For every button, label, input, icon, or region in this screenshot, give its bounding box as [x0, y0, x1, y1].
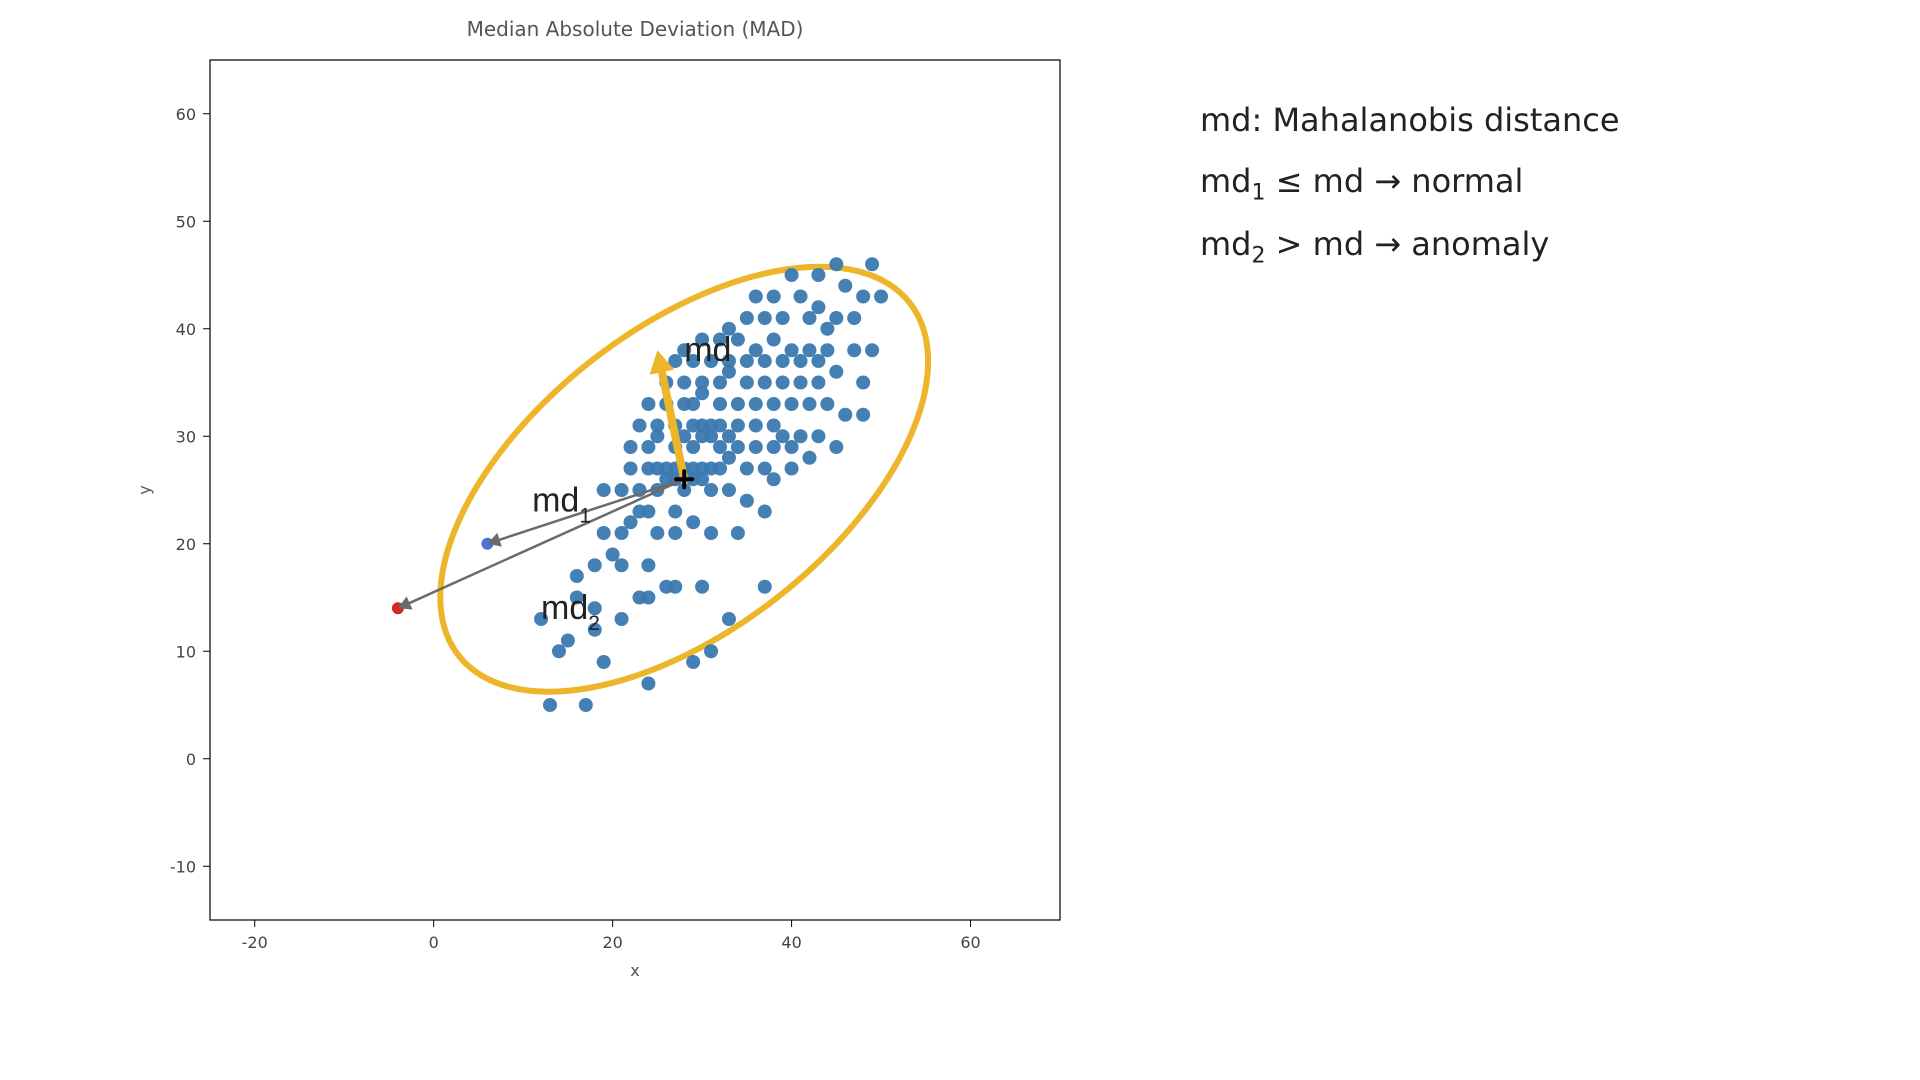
chart-svg: -20 0 20 40 60 -10 0 10 20 30 40 50 60 x y Median Absol…	[110, 0, 1130, 1010]
y-tick-label: 30	[176, 427, 196, 446]
mad-scatter-chart: -20 0 20 40 60 -10 0 10 20 30 40 50 60 x y Median Absol…	[110, 0, 1130, 1014]
legend-line-1: md: Mahalanobis distance	[1200, 90, 1620, 151]
x-tick-label: 60	[960, 933, 980, 952]
chart-title: Median Absolute Deviation (MAD)	[467, 17, 804, 41]
x-tick-label: 40	[781, 933, 801, 952]
y-tick-label: -10	[170, 857, 196, 876]
y-tick-label: 10	[176, 642, 196, 661]
y-tick-label: 60	[176, 105, 196, 124]
x-axis-label: x	[630, 961, 639, 980]
x-tick-label: 20	[602, 933, 622, 952]
legend-block: md: Mahalanobis distance md1 ≤ md → norm…	[1200, 90, 1620, 277]
y-tick-label: 20	[176, 535, 196, 554]
annotation-md: md	[684, 331, 731, 369]
y-tick-label: 0	[186, 750, 196, 769]
x-tick-label: -20	[242, 933, 268, 952]
x-tick-label: 0	[429, 933, 439, 952]
y-tick-label: 50	[176, 212, 196, 231]
legend-line-2: md1 ≤ md → normal	[1200, 151, 1620, 214]
y-axis-label: y	[135, 485, 154, 494]
legend-line-3: md2 > md → anomaly	[1200, 214, 1620, 277]
y-tick-label: 40	[176, 320, 196, 339]
